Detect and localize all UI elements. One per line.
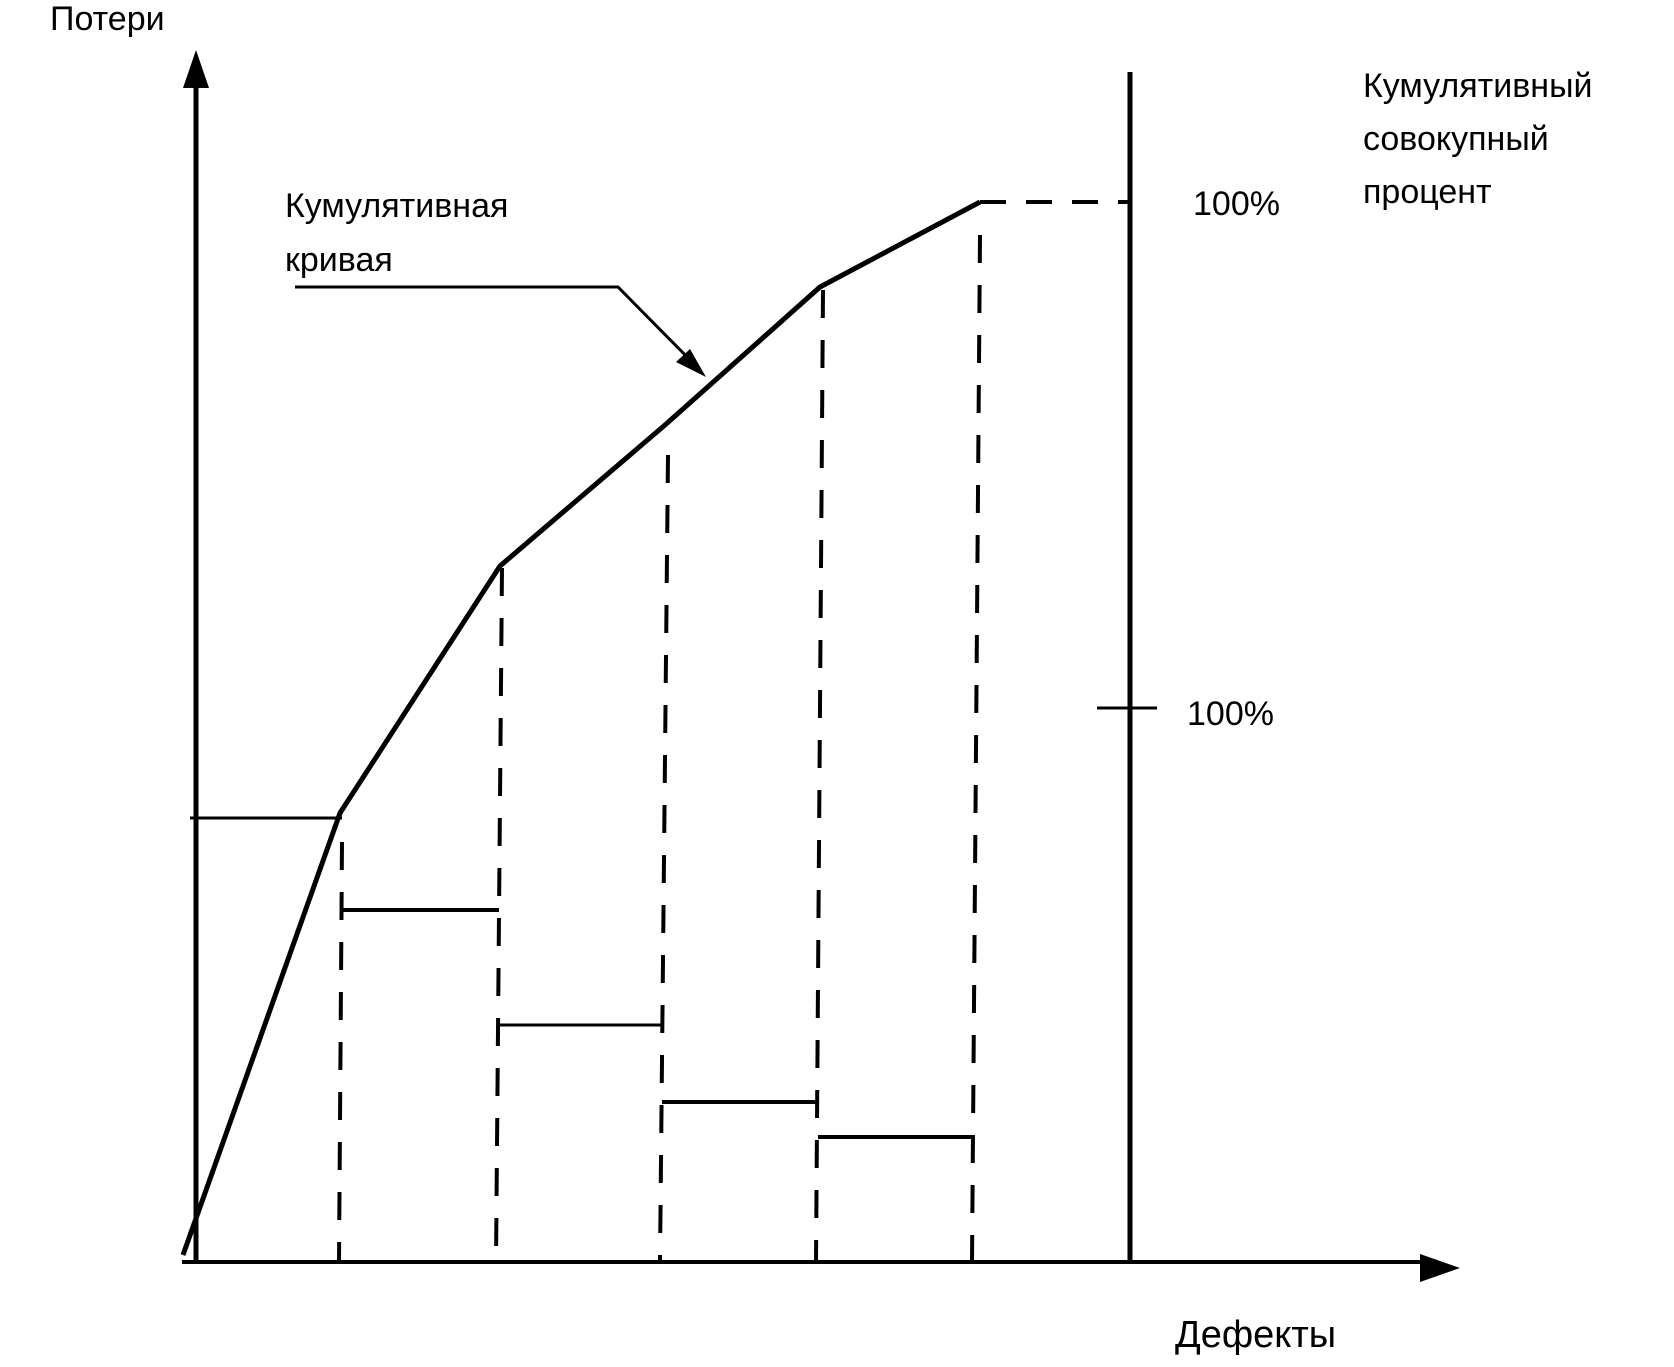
right-axis-title-line1: Кумулятивный — [1363, 67, 1593, 105]
y-axis-arrow — [183, 50, 209, 88]
percent-label-mid: 100% — [1187, 695, 1274, 733]
divider-2 — [494, 567, 504, 1263]
divider-1 — [337, 841, 344, 1263]
percent-label-top: 100% — [1193, 185, 1280, 223]
divider-3 — [658, 454, 670, 1263]
curve-pointer-line — [295, 285, 702, 372]
divider-4 — [814, 289, 825, 1263]
right-axis-title-line3: процент — [1363, 173, 1492, 211]
cumulative-curve — [180, 199, 982, 1256]
y-axis-label: Потери — [50, 0, 165, 38]
divider-5 — [970, 234, 982, 1263]
right-axis-title-line2: совокупный — [1363, 120, 1549, 158]
x-axis-label: Дефекты — [1175, 1314, 1336, 1356]
curve-label-line2: кривая — [285, 241, 393, 279]
curve-label-line1: Кумулятивная — [285, 187, 508, 225]
x-axis-arrow — [1420, 1254, 1460, 1282]
curve-pointer-arrowhead — [676, 349, 706, 377]
